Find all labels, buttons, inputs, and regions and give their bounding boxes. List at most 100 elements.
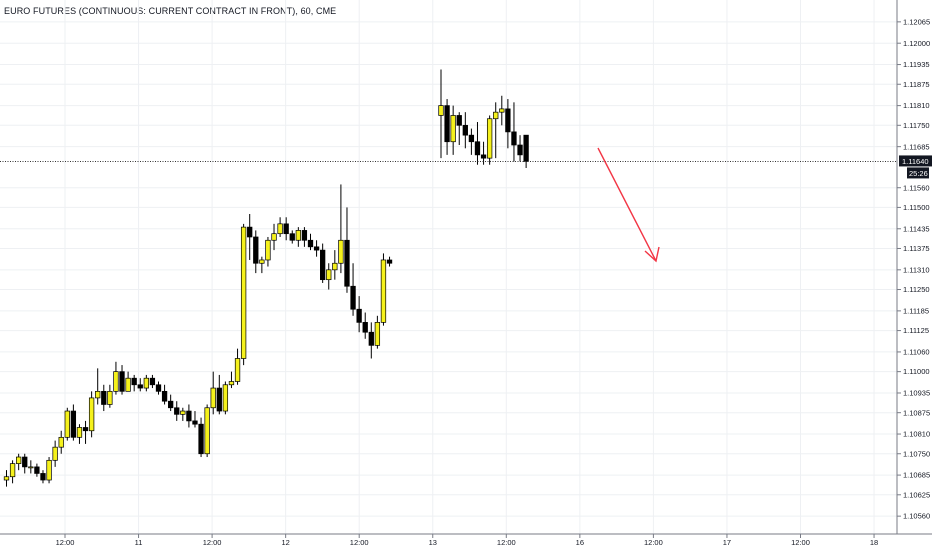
candle-up	[326, 269, 332, 281]
candle-up	[222, 384, 229, 412]
y-tick-label: 1.11375	[903, 244, 930, 253]
candle-up	[28, 466, 34, 469]
candle-down	[174, 407, 180, 415]
candle-down	[289, 233, 295, 241]
candle-down	[168, 400, 174, 409]
trend-arrow-annotation[interactable]	[597, 147, 660, 263]
candle-up	[338, 239, 344, 264]
chart-title: EURO FUTURES (CONTINUOUS: CURRENT CONTRA…	[4, 6, 337, 16]
x-tick-label: 12	[281, 538, 289, 547]
candle-down	[161, 390, 168, 402]
price-axis[interactable]: 1.12065 1.12000 1.11935 1.11875 1.11810 1.117…	[896, 0, 932, 534]
candle-down	[34, 466, 40, 474]
grid	[0, 0, 897, 534]
candle-up	[113, 371, 119, 392]
x-tick-label: 12:00	[791, 538, 810, 547]
candle-down	[149, 377, 156, 386]
time-axis[interactable]: 12:00 11 12:00 12 12:00 13 12:00 16 12:00 17 12:00…	[0, 533, 932, 547]
y-tick-label: 1.12000	[903, 39, 930, 48]
y-tick-label: 1.11060	[903, 348, 930, 357]
candle-down	[350, 285, 356, 310]
candle-down	[137, 384, 143, 389]
candle-down	[480, 154, 487, 159]
x-tick-label: 18	[870, 538, 878, 547]
candle-up	[438, 105, 444, 116]
y-tick-label: 1.11125	[903, 326, 929, 335]
candle-down	[505, 108, 511, 133]
candle-down	[186, 410, 192, 422]
candle-up	[499, 108, 505, 113]
countdown-label: 25:26	[909, 169, 928, 178]
x-tick-label: 17	[723, 538, 731, 547]
candle-down	[22, 456, 28, 468]
candle-up	[107, 390, 113, 405]
candle-up	[58, 436, 64, 448]
y-tick-label: 1.10875	[903, 408, 930, 417]
candle-down	[511, 131, 517, 146]
y-tick-label: 1.11250	[903, 285, 930, 294]
y-tick-label: 1.11685	[903, 142, 930, 151]
candle-up	[16, 456, 22, 464]
candle-down	[356, 308, 362, 323]
candle-up	[332, 262, 338, 271]
candle-up	[486, 118, 493, 159]
last-price-badge	[899, 155, 932, 167]
candle-down	[307, 239, 314, 248]
candle-down	[474, 141, 481, 156]
candle-up	[210, 387, 216, 409]
x-tick-label: 12:00	[644, 538, 663, 547]
candle-up	[52, 446, 58, 461]
y-tick-label: 1.10935	[903, 389, 930, 398]
y-tick-label: 1.11000	[903, 367, 930, 376]
candle-up	[125, 377, 131, 392]
y-tick-label: 1.11810	[903, 101, 930, 110]
y-tick-label: 1.10750	[903, 449, 930, 458]
x-tick-label: 16	[576, 538, 584, 547]
candle-down	[192, 420, 198, 425]
candle-up	[88, 397, 95, 432]
candle-down	[456, 115, 462, 126]
candle-up	[3, 476, 10, 481]
candle-up	[295, 230, 301, 241]
candle-up	[259, 259, 265, 264]
candle-down	[253, 236, 259, 264]
candle-down	[283, 223, 289, 235]
y-tick-label: 1.10625	[903, 490, 930, 499]
candle-down	[216, 387, 222, 412]
candle-down	[301, 230, 308, 241]
candle-down	[313, 246, 320, 251]
y-tick-label: 1.11185	[903, 306, 929, 315]
candle-down	[362, 322, 368, 333]
candle-up	[374, 322, 381, 346]
candle-up	[204, 407, 210, 455]
y-tick-label: 1.12065	[903, 17, 930, 26]
arrow-shaft	[597, 147, 657, 262]
candle-down	[70, 410, 77, 438]
x-tick-label: 12:00	[497, 538, 516, 547]
x-tick-label: 12:00	[350, 538, 369, 547]
countdown-badge	[907, 167, 929, 179]
y-tick-label: 1.10560	[903, 512, 930, 521]
candle-down	[386, 259, 393, 264]
candle-up	[265, 239, 271, 261]
candle-up	[271, 233, 277, 241]
candle-up	[277, 223, 283, 235]
candle-down	[101, 390, 107, 405]
candle-up	[95, 390, 101, 399]
candle-down	[155, 384, 162, 392]
last-price-label: 1.11640	[902, 157, 929, 166]
candle-down	[119, 371, 125, 392]
y-tick-label: 1.11750	[903, 121, 930, 130]
y-tick-label: 1.10810	[903, 430, 930, 439]
y-tick-label: 1.11310	[903, 265, 930, 274]
candle-up	[143, 377, 149, 389]
candle-up	[228, 381, 235, 386]
y-tick-label: 1.11435	[903, 224, 930, 233]
candle-down	[247, 226, 253, 238]
y-tick-label: 1.11875	[903, 80, 930, 89]
y-tick-label: 1.11500	[903, 203, 930, 212]
candle-down	[40, 473, 46, 481]
candles	[3, 69, 529, 487]
y-tick-label: 1.11560	[903, 183, 930, 192]
